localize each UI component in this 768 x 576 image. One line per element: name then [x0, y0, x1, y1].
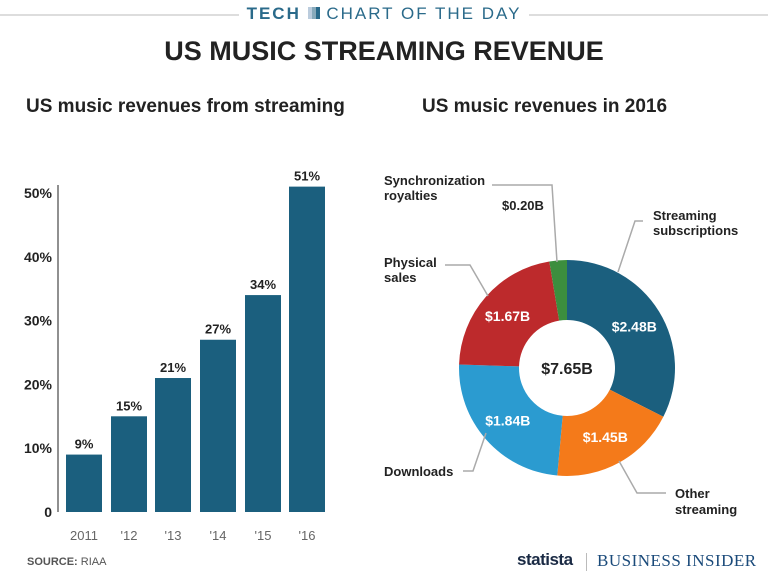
leader-physical: [445, 264, 489, 297]
donut-slice: [567, 260, 675, 417]
legend-physical-1: Physical: [384, 255, 437, 270]
bar-chart-title: US music revenues from streaming: [26, 96, 345, 117]
leader-other: [618, 460, 666, 494]
bar: [155, 378, 191, 512]
leader-streaming: [617, 220, 643, 273]
y-tick-label: 20%: [24, 376, 53, 392]
bar-chart-icon: [307, 7, 320, 19]
donut-slice: [557, 389, 664, 477]
bar-data-label: 34%: [250, 277, 276, 292]
legend-streaming-2: subscriptions: [653, 223, 738, 238]
slice-label: $1.67B: [485, 308, 530, 324]
leader-downloads: [463, 432, 487, 472]
x-tick-label: '13: [165, 528, 182, 543]
slice-label: $1.84B: [485, 412, 530, 428]
business-insider-logo: BUSINESS INSIDER: [597, 551, 757, 570]
slice-label: $1.45B: [583, 429, 628, 445]
x-tick-label: '14: [210, 528, 227, 543]
donut-slices: [459, 260, 675, 477]
legend-sync-2: royalties: [384, 188, 437, 203]
legend-other-2: streaming: [675, 502, 737, 517]
x-tick-label: '15: [255, 528, 272, 543]
statista-logo: statista: [517, 550, 573, 569]
donut-slice: [459, 364, 563, 476]
source-note: SOURCE: RIAA: [27, 556, 106, 568]
bar-data-label: 9%: [75, 437, 94, 452]
legend-other-1: Other: [675, 486, 710, 501]
donut-slice: [459, 261, 560, 367]
page-title: US MUSIC STREAMING REVENUE: [164, 36, 604, 66]
bar: [66, 454, 102, 512]
slice-label: $2.48B: [612, 319, 657, 335]
y-tick-label: 0: [44, 504, 52, 520]
kicker-text: CHART OF THE DAY: [326, 4, 522, 23]
sync-value: $0.20B: [502, 198, 544, 213]
kicker-tech: TECH: [246, 4, 301, 23]
bar-data-label: 21%: [160, 360, 186, 375]
bar: [245, 295, 281, 512]
source-label: SOURCE:: [27, 556, 78, 568]
donut-center-total: $7.65B: [541, 361, 593, 378]
bar-data-label: 51%: [294, 169, 320, 184]
bar: [111, 416, 147, 512]
kicker: TECH CHART OF THE DAY: [0, 4, 768, 24]
leader-lines: [445, 184, 666, 494]
legend-downloads: Downloads: [384, 464, 453, 479]
footer-divider: [586, 553, 587, 571]
y-tick-label: 30%: [24, 313, 53, 329]
source-value: RIAA: [80, 556, 107, 568]
x-tick-label: '12: [121, 528, 138, 543]
y-tick-label: 50%: [24, 185, 53, 201]
bar: [289, 186, 325, 512]
bar-data-label: 15%: [116, 398, 142, 413]
y-tick-label: 10%: [24, 440, 53, 456]
donut-chart-title: US music revenues in 2016: [422, 96, 668, 117]
bar-data-label: 27%: [205, 322, 231, 337]
bar: [200, 339, 236, 512]
donut-slice: [549, 260, 567, 321]
legend-streaming-1: Streaming: [653, 208, 717, 223]
x-tick-label: '16: [299, 528, 316, 543]
legend-sync-1: Synchronization: [384, 173, 485, 188]
y-tick-label: 40%: [24, 249, 53, 265]
leader-sync: [492, 184, 558, 263]
legend-physical-2: sales: [384, 270, 417, 285]
x-tick-label: 2011: [70, 528, 98, 543]
